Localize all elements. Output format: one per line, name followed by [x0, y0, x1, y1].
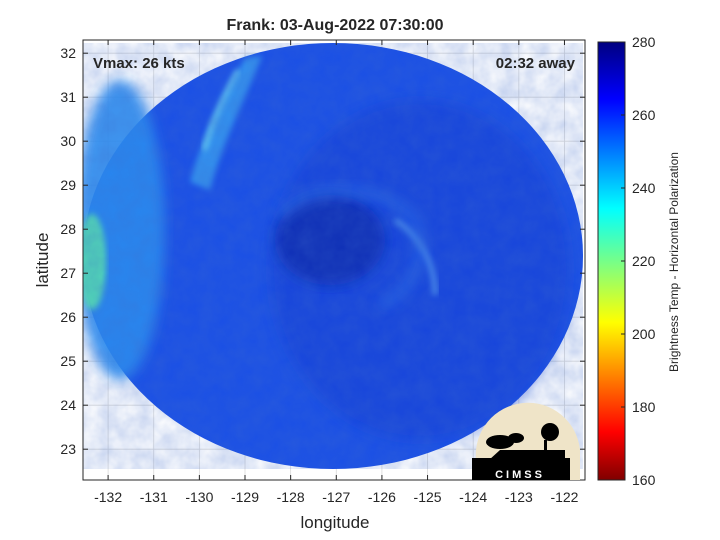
x-tick-label: -123	[505, 489, 533, 505]
x-tick-label: -128	[277, 489, 305, 505]
colorbar-tick-label: 160	[632, 472, 656, 488]
colorbar: 160 180 200 220 240 260 280 Brightness Temp - …	[597, 34, 681, 488]
logo-text: CIMSS	[495, 469, 545, 481]
logo-tower-tank	[541, 423, 559, 441]
y-tick-label: 30	[60, 133, 76, 149]
logo-dish-2	[508, 433, 524, 443]
logo-building	[478, 450, 565, 470]
y-tick-label: 29	[60, 177, 76, 193]
x-tick-label: -131	[140, 489, 168, 505]
colorbar-tick-label: 220	[632, 253, 656, 269]
y-tick-label: 32	[60, 45, 76, 61]
y-tick-label: 31	[60, 89, 76, 105]
logo-dish-1	[486, 435, 514, 449]
y-tick-label: 26	[60, 309, 76, 325]
plot-frame	[82, 39, 586, 481]
colorbar-tick-label: 180	[632, 399, 656, 415]
y-tick-label: 23	[60, 441, 76, 457]
y-tick-label: 24	[60, 397, 76, 413]
colorbar-gradient	[597, 41, 626, 481]
x-axis-ticks: -132 -131 -130 -129 -128 -127 -126 -125 -124 -123…	[94, 40, 579, 505]
x-tick-label: -124	[459, 489, 487, 505]
brightness-temp-swath	[83, 43, 583, 469]
vmax-annotation: Vmax: 26 kts	[93, 55, 185, 72]
x-tick-label: -127	[322, 489, 350, 505]
x-tick-label: -125	[414, 489, 442, 505]
colorbar-label: Brightness Temp - Horizontal Polarizatio…	[667, 152, 681, 372]
x-tick-label: -130	[185, 489, 213, 505]
y-tick-label: 28	[60, 221, 76, 237]
x-tick-label: -122	[550, 489, 578, 505]
colorbar-tick-label: 280	[632, 34, 656, 50]
x-tick-label: -129	[231, 489, 259, 505]
y-tick-label: 27	[60, 265, 76, 281]
cimss-logo: CIMSS	[472, 402, 580, 481]
x-tick-label: -132	[94, 489, 122, 505]
colorbar-tick-label: 240	[632, 180, 656, 196]
logo-tower	[544, 440, 547, 454]
x-tick-label: -126	[368, 489, 396, 505]
y-axis-label: latitude	[33, 233, 52, 288]
y-axis-ticks: 23 24 25 26 27 28 29 30 31 32	[60, 45, 585, 457]
y-tick-label: 25	[60, 353, 76, 369]
colorbar-tick-label: 200	[632, 326, 656, 342]
colorbar-ticks: 160 180 200 220 240 260 280	[621, 34, 656, 488]
colorbar-tick-label: 260	[632, 107, 656, 123]
plot-area: -132 -131 -130 -129 -128 -127 -126 -125 -124 -123…	[60, 39, 586, 505]
distance-annotation: 02:32 away	[496, 55, 576, 72]
chart-title: Frank: 03-Aug-2022 07:30:00	[227, 17, 444, 34]
swath-texture	[83, 43, 583, 469]
x-axis-label: longitude	[300, 513, 369, 532]
